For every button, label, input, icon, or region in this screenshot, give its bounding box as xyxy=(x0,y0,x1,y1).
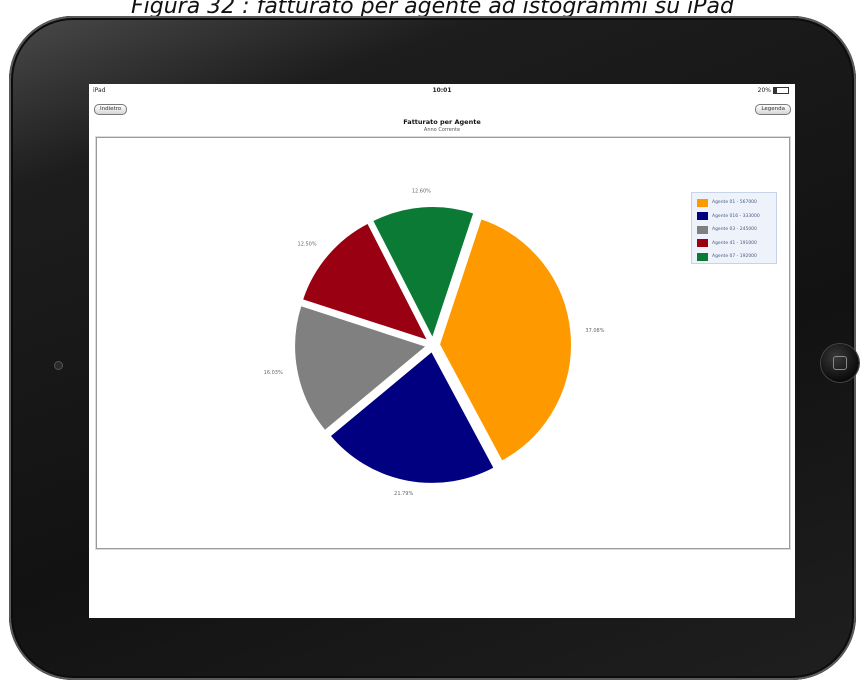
camera-icon xyxy=(55,362,62,369)
legend-button[interactable]: Legenda xyxy=(755,104,791,115)
pie-data-label-4: 12.50% xyxy=(298,242,317,248)
pie-slice-1[interactable] xyxy=(437,216,573,464)
battery-icon xyxy=(773,87,789,94)
chart-legend: Agente 01 - 567000 Agente 016 - 333000 Age… xyxy=(691,192,777,264)
pie-slice-3[interactable] xyxy=(293,303,430,433)
chart-title: Fatturato per Agente xyxy=(403,118,481,126)
status-time: 10:01 xyxy=(432,87,452,94)
home-button[interactable] xyxy=(821,344,859,382)
back-button[interactable]: Indietro xyxy=(94,104,128,115)
pie-chart: 37.08% 21.79% 16.03% 12.50% 12.60% xyxy=(264,188,605,497)
legend-item-3: Agente 03 - 245000 xyxy=(692,223,776,237)
legend-label-1: Agente 01 - 567000 xyxy=(712,200,757,206)
legend-swatch-4 xyxy=(697,239,708,248)
status-bar: iPad 10:01 20% xyxy=(89,84,795,98)
legend-label-2: Agente 016 - 333000 xyxy=(712,213,760,219)
legend-swatch-5 xyxy=(697,252,708,261)
pie-data-label-3: 16.03% xyxy=(264,370,283,376)
legend-item-5: Agente 07 - 192000 xyxy=(692,250,776,264)
pie-data-label-1: 37.08% xyxy=(585,328,604,334)
legend-swatch-2 xyxy=(697,212,708,221)
legend-label-5: Agente 07 - 192000 xyxy=(712,254,757,260)
pie-slice-2[interactable] xyxy=(328,349,497,485)
legend-item-2: Agente 016 - 333000 xyxy=(692,210,776,224)
legend-label-3: Agente 03 - 245000 xyxy=(712,227,757,233)
device-name: iPad xyxy=(93,87,106,94)
pie-data-label-5: 12.60% xyxy=(412,188,431,194)
legend-swatch-3 xyxy=(697,225,708,234)
chart-frame: 37.08% 21.79% 16.03% 12.50% 12.60% Agente 01… xyxy=(96,137,790,549)
figure-caption: Figura 32 : fatturato per agente ad isto… xyxy=(130,0,734,19)
legend-item-4: Agente 41 - 191000 xyxy=(692,237,776,251)
pie-slice-4[interactable] xyxy=(300,221,431,343)
legend-swatch-1 xyxy=(697,198,708,207)
battery-percent: 20% xyxy=(757,87,771,94)
pie-slice-5[interactable] xyxy=(370,205,476,342)
ipad-screen: iPad 10:01 20% Indietro Legenda Fatturat… xyxy=(89,84,795,618)
legend-label-4: Agente 41 - 191000 xyxy=(712,240,757,246)
legend-item-1: Agente 01 - 567000 xyxy=(692,196,776,210)
chart-subtitle: Anno Corrente xyxy=(423,127,461,133)
battery-status: 20% xyxy=(758,87,789,94)
pie-data-label-2: 21.79% xyxy=(394,491,413,497)
